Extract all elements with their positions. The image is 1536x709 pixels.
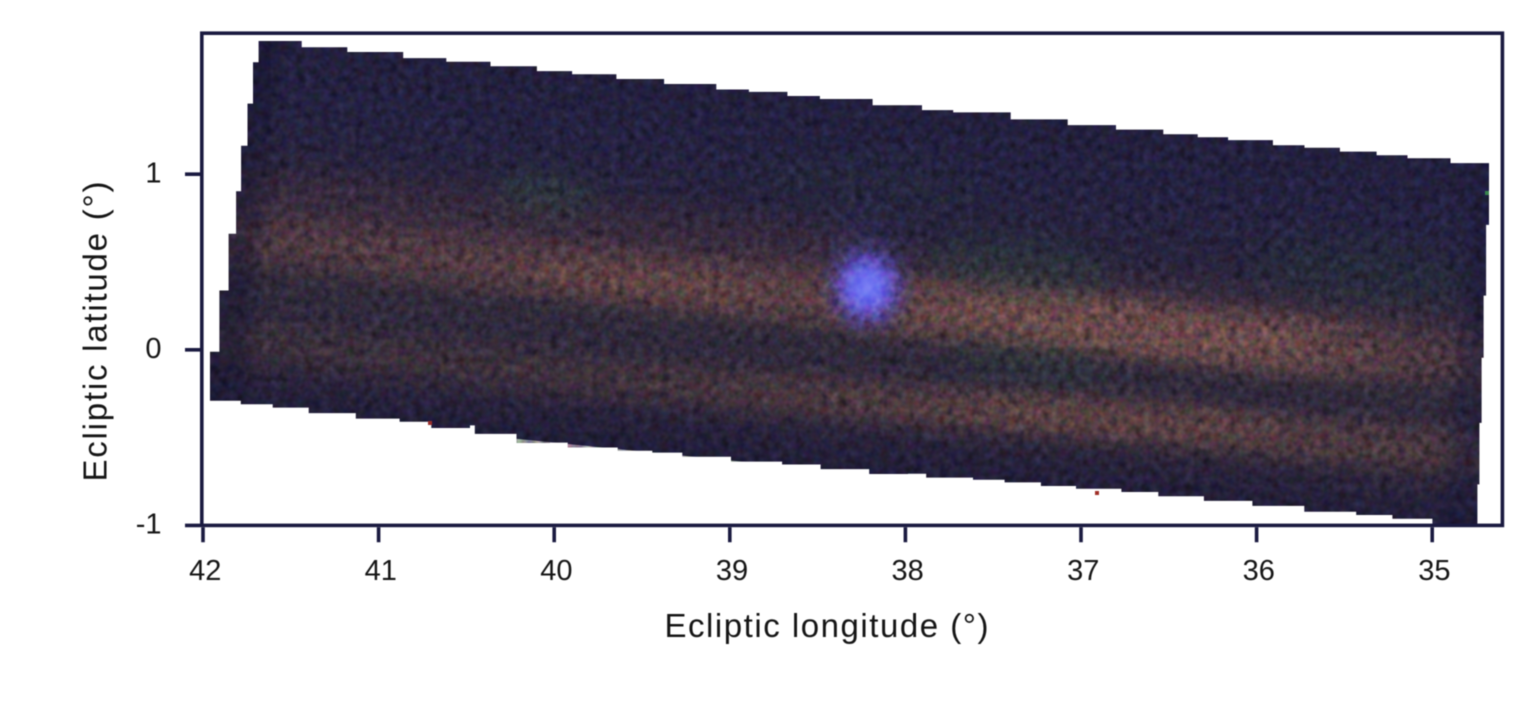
svg-text:1: 1 bbox=[145, 158, 161, 190]
svg-text:35: 35 bbox=[1418, 555, 1450, 587]
svg-text:36: 36 bbox=[1243, 555, 1275, 587]
svg-text:41: 41 bbox=[365, 555, 397, 587]
svg-text:Ecliptic longitude (°): Ecliptic longitude (°) bbox=[665, 607, 989, 644]
svg-text:Ecliptic latitude (°): Ecliptic latitude (°) bbox=[76, 182, 113, 482]
svg-text:39: 39 bbox=[716, 555, 748, 587]
svg-text:0: 0 bbox=[145, 333, 161, 365]
svg-text:37: 37 bbox=[1067, 555, 1099, 587]
svg-text:38: 38 bbox=[891, 555, 923, 587]
svg-text:42: 42 bbox=[189, 555, 221, 587]
svg-text:40: 40 bbox=[540, 555, 572, 587]
svg-text:-1: -1 bbox=[136, 509, 162, 541]
